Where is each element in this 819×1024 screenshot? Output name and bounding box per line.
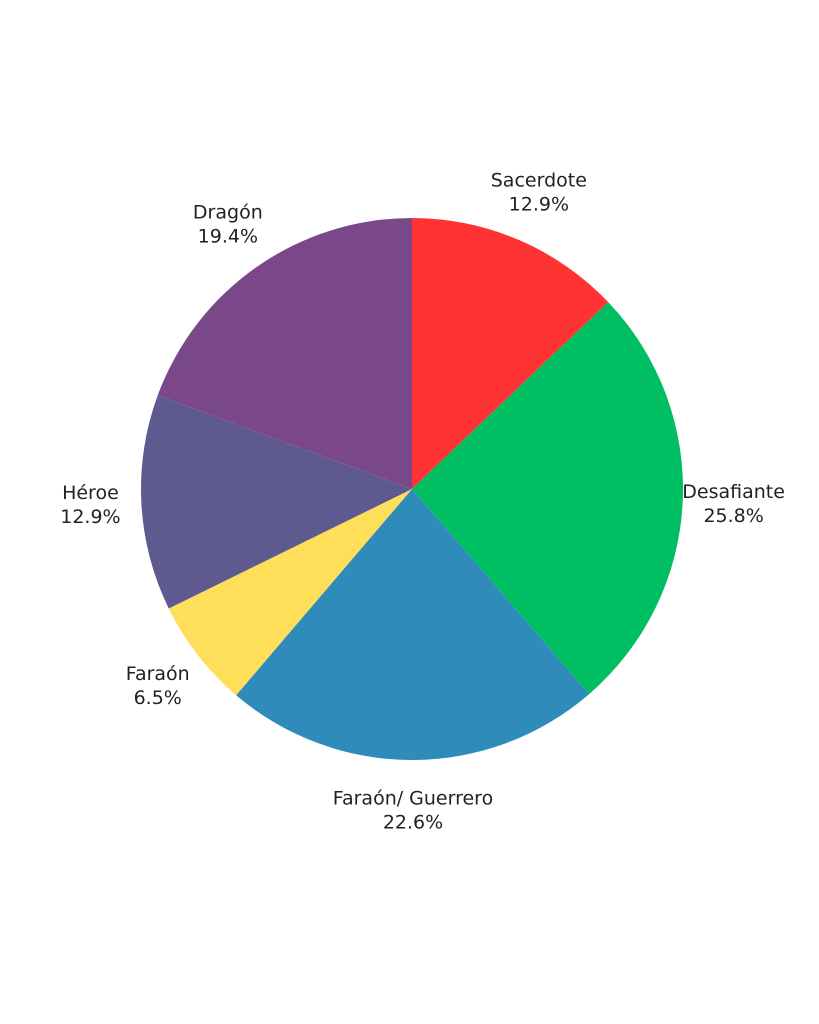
- slice-label: Dragón: [193, 201, 263, 223]
- slice-label: Faraón/ Guerrero: [333, 787, 493, 809]
- pie-slice: [236, 489, 590, 760]
- slice-label: Desafiante: [682, 481, 785, 503]
- pie-slice: [157, 218, 412, 489]
- slice-value-label: 12.9%: [60, 506, 120, 528]
- pie-slice: [412, 218, 609, 489]
- slice-label: Sacerdote: [491, 170, 587, 192]
- pie-slice: [140, 395, 412, 609]
- slice-label: Faraón: [126, 663, 190, 685]
- slice-value-label: 25.8%: [703, 505, 763, 527]
- slice-value-label: 12.9%: [509, 194, 569, 216]
- pie-slice: [412, 302, 683, 695]
- slice-value-label: 22.6%: [383, 811, 443, 833]
- slice-label: Héroe: [62, 482, 119, 504]
- slice-value-label: 19.4%: [198, 225, 258, 247]
- pie-slice: [168, 489, 412, 696]
- slice-value-label: 6.5%: [134, 687, 182, 709]
